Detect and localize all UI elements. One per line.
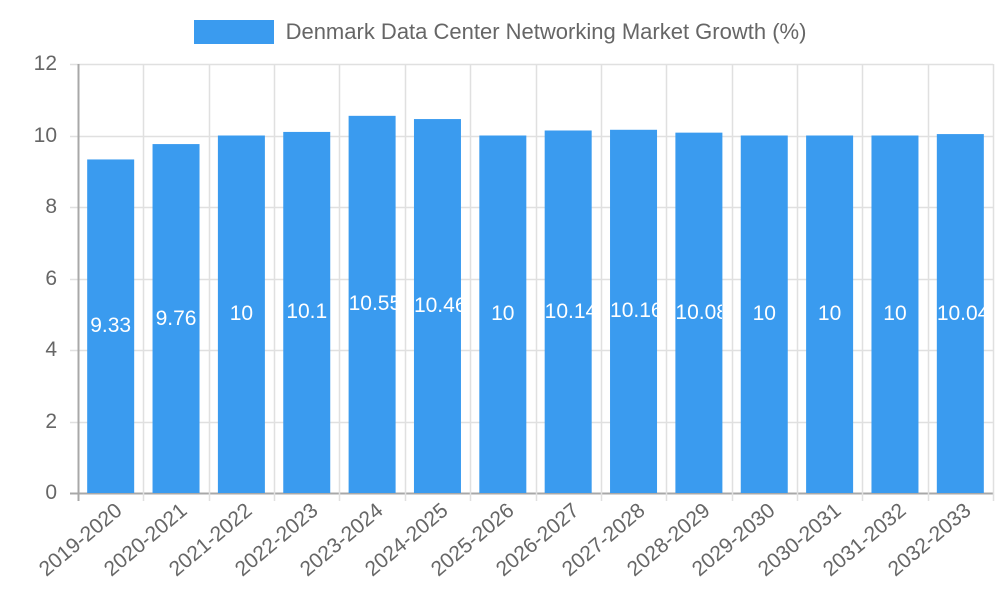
bar[interactable] — [610, 129, 658, 493]
bar[interactable] — [348, 115, 396, 494]
bar[interactable] — [479, 135, 527, 494]
bar[interactable] — [806, 135, 854, 494]
y-tick-label: 8 — [45, 195, 57, 218]
bar-value-label: 9.76 — [155, 306, 197, 330]
bar[interactable] — [283, 131, 331, 494]
bar-value-label: 10.55 — [348, 292, 396, 316]
legend-label: Denmark Data Center Networking Market Gr… — [285, 19, 807, 44]
bar-value-label: 10.04 — [936, 301, 984, 325]
bar-value-label: 10 — [752, 302, 776, 326]
bar-value-label: 10 — [817, 302, 842, 326]
y-tick-label: 12 — [33, 52, 57, 75]
bar-value-label: 10 — [883, 302, 907, 326]
y-tick-label: 0 — [45, 481, 57, 504]
bar-value-label: 10 — [491, 302, 515, 326]
legend-swatch — [193, 20, 274, 44]
bar[interactable] — [675, 132, 723, 493]
y-tick-label: 10 — [33, 123, 57, 147]
bar[interactable] — [871, 135, 919, 494]
chart-legend[interactable]: Denmark Data Center Networking Market Gr… — [0, 18, 1000, 46]
bar-value-label: 10.16 — [610, 299, 658, 323]
y-tick-label: 4 — [45, 338, 57, 361]
bar[interactable] — [87, 159, 135, 493]
y-tick-label: 6 — [45, 266, 57, 290]
bar[interactable] — [740, 135, 788, 494]
bar-value-label: 10 — [229, 302, 254, 326]
bar[interactable] — [413, 119, 461, 494]
y-tick-label: 2 — [45, 409, 57, 433]
bar[interactable] — [217, 135, 265, 494]
bar[interactable] — [544, 130, 592, 493]
bar-value-label: 10.14 — [544, 299, 592, 323]
bar-value-label: 10.46 — [413, 294, 461, 318]
bar[interactable] — [152, 144, 200, 493]
bar[interactable] — [936, 134, 984, 493]
bar-value-label: 9.33 — [90, 314, 132, 338]
bar-value-label: 10.08 — [675, 300, 723, 324]
bar-value-label: 10.1 — [286, 300, 328, 324]
